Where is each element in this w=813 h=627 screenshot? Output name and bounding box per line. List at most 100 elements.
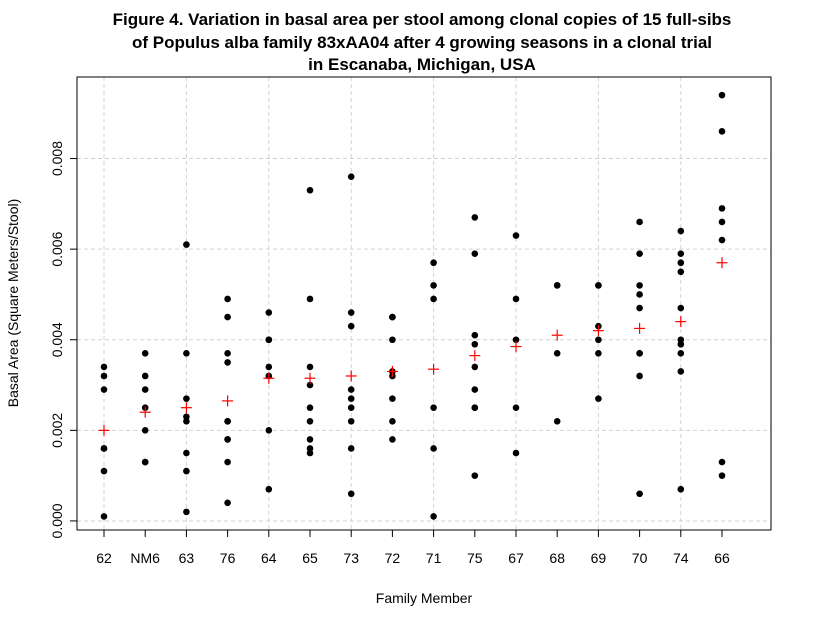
- data-point: [183, 395, 190, 402]
- y-tick-label: 0.000: [49, 503, 65, 538]
- mean-marker: [469, 350, 481, 362]
- x-tick-label: 67: [508, 550, 524, 566]
- data-point: [636, 372, 643, 380]
- mean-marker: [345, 370, 357, 382]
- data-point: [100, 386, 108, 393]
- x-tick-label: 69: [591, 550, 607, 566]
- x-tick-label: 63: [179, 550, 195, 566]
- data-point: [347, 322, 355, 330]
- data-point: [677, 259, 685, 267]
- data-point: [306, 404, 314, 411]
- mean-marker: [386, 365, 398, 377]
- data-point: [636, 291, 643, 298]
- x-tick-label: 75: [467, 550, 483, 566]
- data-point: [677, 268, 685, 276]
- data-point: [636, 304, 643, 312]
- data-point: [347, 490, 355, 498]
- data-point: [265, 363, 273, 371]
- data-point: [430, 282, 437, 289]
- x-tick-label: 64: [261, 550, 277, 566]
- data-point: [718, 236, 726, 244]
- data-point: [718, 128, 726, 135]
- data-point: [677, 250, 685, 257]
- data-point: [224, 295, 231, 303]
- data-point: [677, 485, 685, 493]
- data-point: [389, 436, 396, 443]
- data-point: [430, 259, 437, 267]
- data-point: [471, 214, 479, 221]
- data-point: [141, 350, 149, 357]
- x-tick-label: 66: [714, 550, 730, 566]
- data-point: [141, 372, 149, 380]
- data-point: [677, 368, 685, 375]
- data-point: [100, 445, 108, 452]
- mean-marker: [98, 424, 110, 436]
- data-point: [718, 205, 726, 212]
- chart-title: Figure 4. Variation in basal area per st…: [113, 10, 732, 74]
- data-point: [306, 381, 314, 389]
- data-point: [224, 350, 231, 357]
- mean-marker: [510, 341, 522, 353]
- data-point: [347, 417, 355, 425]
- data-point: [389, 336, 396, 344]
- data-point: [471, 472, 479, 479]
- data-point: [183, 413, 190, 421]
- data-point: [183, 350, 190, 357]
- data-point: [512, 336, 520, 344]
- y-tick-label: 0.004: [49, 322, 65, 357]
- data-point: [677, 350, 685, 357]
- data-point: [677, 227, 685, 235]
- mean-markers: [98, 257, 728, 436]
- data-point: [224, 313, 231, 321]
- data-point: [471, 340, 479, 348]
- data-point: [471, 386, 479, 393]
- data-point: [636, 250, 643, 257]
- data-point: [306, 295, 314, 303]
- mean-marker: [222, 395, 234, 407]
- data-point: [471, 404, 479, 411]
- data-point: [224, 359, 231, 366]
- data-point: [553, 350, 561, 357]
- mean-marker: [180, 402, 192, 414]
- data-point: [636, 282, 643, 289]
- data-point: [224, 499, 231, 507]
- x-tick-label: 74: [673, 550, 689, 566]
- y-tick-label: 0.008: [49, 141, 65, 176]
- x-axis-label: Family Member: [376, 590, 473, 606]
- data-point: [430, 295, 437, 303]
- data-point: [636, 218, 643, 226]
- data-point: [718, 218, 726, 226]
- data-point: [347, 445, 355, 452]
- data-points: [100, 91, 726, 520]
- data-point: [265, 336, 273, 344]
- mean-marker: [304, 372, 316, 384]
- data-point: [718, 91, 726, 99]
- grid-lines: [77, 77, 771, 530]
- x-tick-label: 76: [220, 550, 236, 566]
- data-point: [100, 467, 108, 475]
- data-point: [224, 436, 231, 443]
- data-point: [389, 313, 396, 321]
- data-point: [183, 508, 190, 516]
- data-point: [141, 427, 149, 434]
- chart-title-line-3: in Escanaba, Michigan, USA: [308, 55, 536, 74]
- x-tick-label: 70: [632, 550, 648, 566]
- data-point: [141, 386, 149, 393]
- data-point: [347, 386, 355, 393]
- data-point: [553, 282, 561, 289]
- data-point: [677, 336, 685, 344]
- y-tick-label: 0.006: [49, 231, 65, 266]
- x-tick-label: 72: [385, 550, 401, 566]
- data-point: [512, 449, 520, 457]
- axis-ticks: 62 NM6 63 76 64 65 73 72 71 75 67 68 69 70 74 66 0.000 0.…: [49, 141, 730, 566]
- data-point: [306, 449, 314, 457]
- data-point: [100, 372, 108, 380]
- data-point: [306, 417, 314, 425]
- chart-title-line-2: of Populus alba family 83xAA04 after 4 g…: [132, 33, 712, 52]
- data-point: [389, 395, 396, 402]
- y-tick-label: 0.002: [49, 413, 65, 448]
- data-point: [595, 282, 602, 289]
- data-point: [512, 232, 520, 239]
- chart-title-line-1: Figure 4. Variation in basal area per st…: [113, 10, 732, 29]
- data-point: [718, 458, 726, 466]
